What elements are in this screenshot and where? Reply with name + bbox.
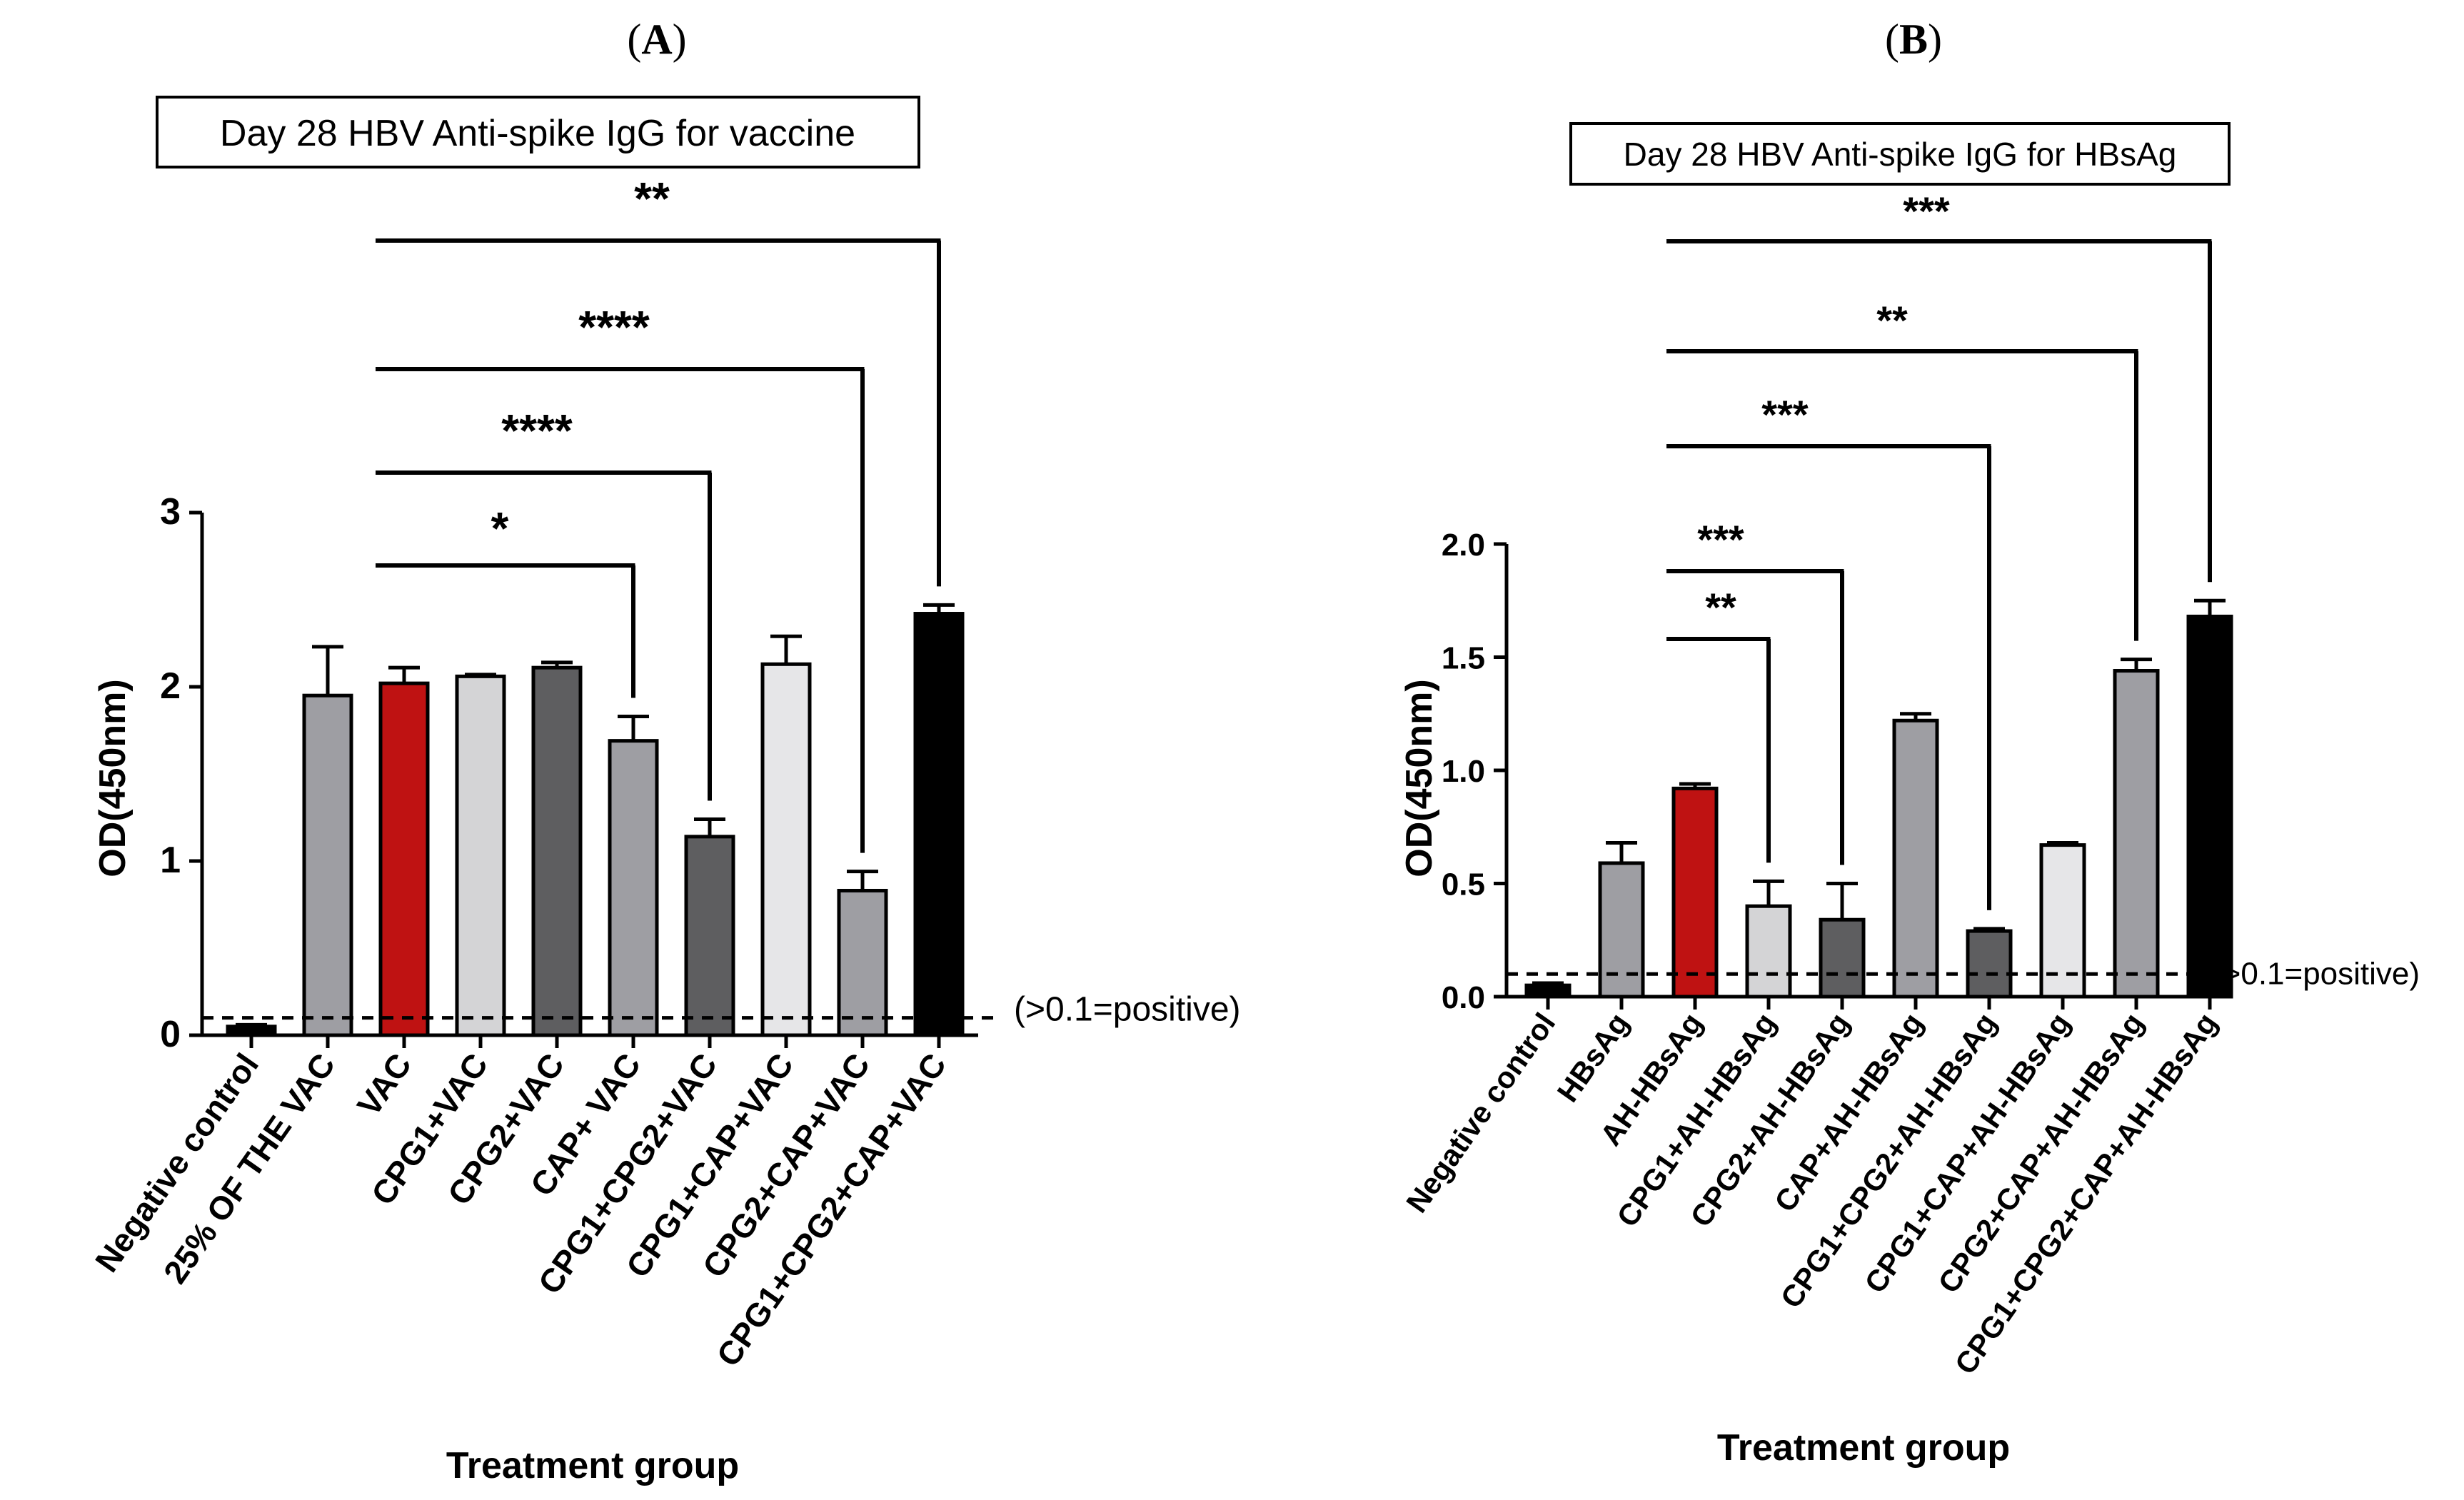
chart-b-significance-label: *** bbox=[1761, 392, 1809, 437]
chart-b-x-axis-title: Treatment group bbox=[1717, 1427, 2010, 1469]
panel-b-label: (B) bbox=[1885, 16, 1942, 63]
chart-a-y-tick-label: 3 bbox=[160, 491, 181, 533]
chart-a-bar bbox=[455, 674, 506, 1037]
chart-a-bar bbox=[913, 612, 965, 1037]
chart-b-bar bbox=[1671, 786, 1719, 999]
panel-b-letter: B bbox=[1899, 16, 1928, 63]
chart-b-significance-label: ** bbox=[1705, 585, 1736, 630]
chart-b-bar bbox=[1598, 861, 1645, 999]
chart-a-bar bbox=[684, 835, 735, 1037]
chart-a-title: Day 28 HBV Anti-spike IgG for vaccine bbox=[220, 113, 855, 154]
chart-b-category-label: Negative control bbox=[1399, 1007, 1562, 1219]
chart-a-bar bbox=[226, 1025, 277, 1037]
chart-a-bar bbox=[837, 888, 888, 1037]
chart-b-bar bbox=[1745, 904, 1792, 999]
chart-a-category-label: VAC bbox=[350, 1047, 418, 1123]
chart-b-y-axis-title: OD(450nm) bbox=[1399, 679, 1440, 877]
chart-b-bar bbox=[1966, 929, 2013, 999]
panel-a-letter: A bbox=[641, 16, 672, 63]
chart-b-significance-label: *** bbox=[1697, 517, 1744, 562]
chart-b-bar bbox=[1819, 917, 1866, 999]
chart-b-bar bbox=[2039, 843, 2086, 999]
chart-a-bar bbox=[531, 665, 583, 1037]
chart-a-title-box bbox=[156, 96, 920, 168]
chart-b-bar bbox=[2186, 614, 2233, 999]
chart-a-y-tick-label: 2 bbox=[160, 665, 181, 707]
chart-a-x-axis-title: Treatment group bbox=[446, 1445, 739, 1486]
chart-b-title-box bbox=[1569, 122, 2231, 186]
chart-a-reference-label: (>0.1=positive) bbox=[1014, 991, 1241, 1029]
chart-a-significance-label: * bbox=[491, 503, 509, 554]
chart-a-significance-label: ** bbox=[634, 173, 670, 224]
panel-a-label: (A) bbox=[627, 16, 686, 63]
chart-b-y-tick-label: 0.5 bbox=[1442, 867, 1485, 902]
chart-b-y-tick-label: 0.0 bbox=[1442, 980, 1485, 1015]
chart-b-bar bbox=[1892, 718, 1939, 999]
chart-a-bar bbox=[608, 739, 659, 1037]
chart-b-bar bbox=[2113, 669, 2160, 999]
chart-b-significance-label: ** bbox=[1876, 298, 1908, 343]
chart-a-y-tick-label: 1 bbox=[160, 840, 181, 881]
chart-a-significance-label: **** bbox=[501, 405, 573, 456]
chart-b-y-tick-label: 1.5 bbox=[1442, 641, 1485, 676]
chart-a-bar bbox=[302, 693, 353, 1037]
chart-b-title: Day 28 HBV Anti-spike IgG for HBsAg bbox=[1624, 136, 2177, 173]
chart-a-bar bbox=[760, 662, 812, 1037]
chart-b-bar bbox=[1524, 983, 1572, 999]
chart-a-bar bbox=[378, 681, 430, 1037]
chart-a-y-tick-label: 0 bbox=[160, 1014, 181, 1055]
chart-a-significance-label: **** bbox=[578, 301, 650, 353]
chart-b-y-tick-label: 1.0 bbox=[1442, 754, 1485, 789]
chart-b-reference-label: (>0.1=positive) bbox=[2212, 956, 2420, 991]
chart-b-y-tick-label: 2.0 bbox=[1442, 528, 1485, 563]
chart-b-significance-label: *** bbox=[1903, 188, 1950, 233]
chart-a-y-axis-title: OD(450nm) bbox=[92, 679, 134, 877]
